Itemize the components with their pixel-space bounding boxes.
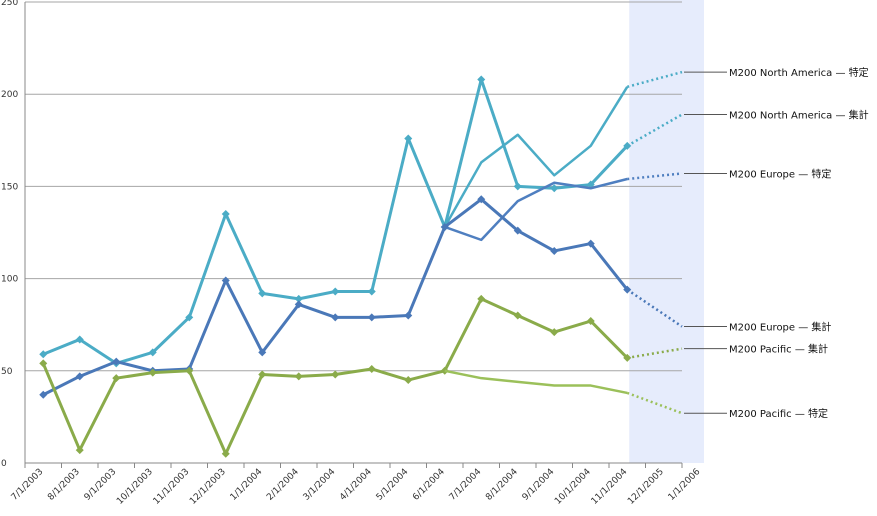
forecast-line [626, 113, 683, 147]
y-tick-label: 100 [1, 275, 18, 285]
data-point-marker [258, 289, 267, 298]
data-point-marker [367, 364, 376, 373]
x-tick-label: 6/1/2004 [411, 467, 447, 503]
forecast-line [627, 172, 683, 181]
x-tick-label: 12/1/2005 [626, 467, 666, 507]
series-line [444, 369, 628, 395]
y-tick-label: 200 [1, 90, 18, 100]
x-tick-label: 4/1/2004 [338, 467, 374, 503]
series-label: M200 Pacific — 集計 [729, 343, 828, 356]
series-line [443, 86, 629, 228]
series-3 [39, 195, 683, 399]
data-point-marker [550, 328, 559, 337]
data-point-marker [112, 374, 121, 383]
y-tick-label: 150 [1, 182, 18, 192]
data-point-marker [404, 134, 413, 143]
x-tick-label: 11/1/2003 [152, 467, 192, 507]
forecast-line [627, 347, 683, 360]
data-point-marker [39, 390, 48, 399]
x-tick-label: 7/1/2003 [10, 467, 46, 503]
forecast-region [629, 0, 704, 463]
x-tick-label: 2/1/2004 [265, 467, 301, 503]
x-tick-label: 10/1/2003 [115, 467, 155, 507]
series-label: M200 Pacific — 特定 [729, 407, 828, 420]
data-point-marker [586, 239, 595, 248]
y-tick-label: 250 [1, 0, 18, 8]
data-point-marker [75, 372, 84, 381]
data-point-marker [404, 376, 413, 385]
x-tick-label: 7/1/2004 [448, 467, 484, 503]
data-point-marker [294, 300, 303, 309]
data-point-marker [258, 348, 267, 357]
data-point-marker [623, 285, 632, 294]
data-point-marker [586, 317, 595, 326]
x-tick-label: 9/1/2003 [83, 467, 119, 503]
data-point-marker [294, 294, 303, 303]
data-point-marker [513, 182, 522, 191]
y-tick-label: 50 [1, 367, 13, 377]
data-point-marker [75, 335, 84, 344]
data-point-marker [623, 141, 632, 150]
series-line [444, 177, 628, 242]
x-tick-label: 8/1/2004 [484, 467, 520, 503]
series-label: M200 Europe — 特定 [729, 167, 831, 180]
data-point-marker [75, 446, 84, 455]
x-tick-label: 9/1/2004 [521, 467, 557, 503]
y-tick-label: 0 [1, 459, 7, 469]
x-tick-label: 1/1/2006 [667, 467, 703, 503]
x-tick-label: 5/1/2004 [375, 467, 411, 503]
data-point-marker [331, 370, 340, 379]
data-point-marker [513, 311, 522, 320]
data-point-marker [39, 350, 48, 359]
x-tick-label: 10/1/2004 [553, 467, 593, 507]
series-label: M200 North America — 集計 [729, 108, 869, 121]
data-point-marker [367, 313, 376, 322]
data-point-marker [404, 311, 413, 320]
data-point-marker [112, 357, 121, 366]
data-point-marker [185, 313, 194, 322]
data-point-marker [294, 372, 303, 381]
data-point-marker [623, 353, 632, 362]
series-label: M200 Europe — 集計 [729, 321, 831, 334]
series-2 [444, 172, 683, 242]
data-point-marker [331, 287, 340, 296]
data-point-marker [550, 184, 559, 193]
data-point-marker [331, 313, 340, 322]
forecast-line [626, 288, 683, 328]
data-point-marker [148, 368, 157, 377]
data-point-marker [185, 366, 194, 375]
data-point-marker [477, 294, 486, 303]
x-tick-label: 12/1/2003 [188, 467, 228, 507]
series-5 [444, 369, 683, 415]
series-0 [443, 70, 683, 228]
data-point-marker [258, 370, 267, 379]
data-point-marker [148, 348, 157, 357]
data-point-marker [367, 287, 376, 296]
series-1 [39, 75, 683, 368]
series-line [42, 197, 629, 397]
data-point-marker [221, 276, 230, 285]
x-tick-label: 3/1/2004 [302, 467, 338, 503]
series-4 [39, 294, 683, 458]
series-label: M200 North America — 特定 [729, 66, 869, 79]
x-tick-label: 8/1/2003 [46, 467, 82, 503]
data-point-marker [440, 222, 449, 231]
data-point-marker [221, 210, 230, 219]
data-point-marker [477, 195, 486, 204]
x-tick-label: 1/1/2004 [229, 467, 265, 503]
data-point-marker [513, 226, 522, 235]
data-point-marker [477, 75, 486, 84]
data-point-marker [39, 359, 48, 368]
x-tick-label: 11/1/2004 [590, 467, 630, 507]
data-point-marker [550, 246, 559, 255]
data-point-marker [221, 449, 230, 458]
